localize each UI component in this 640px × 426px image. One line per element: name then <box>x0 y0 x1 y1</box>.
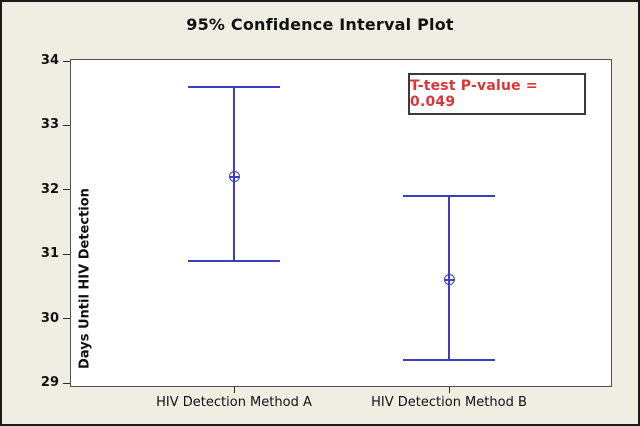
ci-upper-cap <box>188 85 280 88</box>
pvalue-annotation-box: T-test P-value = 0.049 <box>408 73 586 115</box>
x-axis-tick <box>233 387 235 393</box>
y-tick-label: 32 <box>40 181 59 197</box>
marker-cross-vertical <box>233 172 235 182</box>
ci-lower-cap <box>403 359 496 362</box>
y-axis-label: Days Until HIV Detection <box>77 188 93 369</box>
ci-upper-cap <box>403 195 496 198</box>
mean-marker-circle-plus <box>228 171 240 183</box>
y-tick-label: 34 <box>40 53 59 68</box>
y-axis-tick <box>63 60 70 62</box>
mean-marker-circle-plus <box>443 274 455 286</box>
y-axis-tick <box>63 382 70 384</box>
chart-title: 95% Confidence Interval Plot <box>186 15 454 34</box>
y-tick-label: 29 <box>40 375 59 390</box>
x-tick-label: HIV Detection Method A <box>156 395 312 410</box>
y-axis-tick <box>63 318 70 320</box>
x-tick-label: HIV Detection Method B <box>371 395 527 410</box>
y-axis-tick <box>63 124 70 126</box>
y-tick-label: 31 <box>40 246 59 262</box>
y-tick-label: 33 <box>40 117 59 133</box>
y-axis-tick <box>63 253 70 255</box>
pvalue-annotation-text: T-test P-value = 0.049 <box>410 78 538 110</box>
ci-lower-cap <box>188 259 280 262</box>
y-tick-label: 30 <box>40 310 59 326</box>
x-axis-tick <box>448 387 450 393</box>
y-axis-tick <box>63 189 70 191</box>
marker-cross-vertical <box>448 275 450 285</box>
